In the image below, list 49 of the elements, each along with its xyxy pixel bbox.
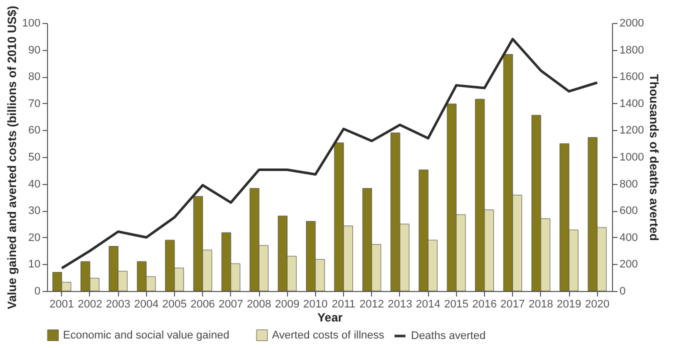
y-tick-label: 30 xyxy=(28,205,40,218)
x-tick-label: 2006 xyxy=(190,298,215,310)
x-tick-label: 2012 xyxy=(360,298,384,310)
y2-tick-label: 1800 xyxy=(620,44,644,56)
x-tick-label: 2019 xyxy=(556,298,582,310)
y-tick-label: 20 xyxy=(28,232,40,244)
y2-tick-label: 600 xyxy=(620,205,638,218)
x-tick-label: 2011 xyxy=(332,298,356,310)
x-tick-label: 2018 xyxy=(528,298,554,310)
x-tick-label: 2003 xyxy=(106,298,130,310)
y-axis-title: Value gained and averted costs (billions of 2010 US$) xyxy=(5,6,20,310)
y2-tick-label: 2000 xyxy=(620,18,644,30)
y2-axis-title: Thousands of deaths averted xyxy=(646,74,661,241)
y2-tick-label: 400 xyxy=(620,232,638,244)
y-tick-label: 70 xyxy=(28,98,40,110)
x-tick-label: 2014 xyxy=(416,298,440,310)
y-tick-label: 60 xyxy=(28,124,40,137)
y-tick-label: 40 xyxy=(28,178,40,190)
x-tick-label: 2005 xyxy=(162,298,187,310)
y-tick-label: 50 xyxy=(28,152,40,164)
y-tick-label: 100 xyxy=(22,18,40,30)
x-tick-label: 2001 xyxy=(50,298,74,310)
y-tick-label: 0 xyxy=(34,286,40,298)
y-tick-label: 90 xyxy=(28,44,40,56)
legend-label: Economic and social value gained xyxy=(63,329,230,342)
legend-label: Averted costs of illness xyxy=(272,329,385,342)
y-tick-label: 80 xyxy=(28,71,40,84)
y2-tick-label: 1400 xyxy=(620,98,644,110)
line-series xyxy=(60,38,598,270)
x-tick-label: 2016 xyxy=(472,298,497,310)
x-tick-label: 2008 xyxy=(246,298,272,310)
y2-tick-label: 1200 xyxy=(620,124,644,137)
x-tick-label: 2015 xyxy=(444,298,469,310)
legend-label: Deaths averted xyxy=(411,330,486,342)
x-axis-title: Year xyxy=(317,310,344,324)
x-tick-label: 2004 xyxy=(134,298,159,310)
x-tick-label: 2007 xyxy=(218,298,244,310)
y2-tick-label: 200 xyxy=(620,258,638,271)
y2-tick-label: 1600 xyxy=(620,71,644,84)
x-tick-label: 2020 xyxy=(584,298,610,310)
x-tick-label: 2002 xyxy=(78,298,102,310)
x-tick-label: 2009 xyxy=(274,298,300,310)
x-tick-label: 2013 xyxy=(388,298,412,310)
y2-tick-label: 1000 xyxy=(620,152,644,164)
y2-tick-label: 0 xyxy=(620,286,626,298)
x-tick-label: 2017 xyxy=(500,298,525,310)
x-tick-label: 2010 xyxy=(303,298,328,310)
y2-tick-label: 800 xyxy=(620,178,638,190)
y-tick-label: 10 xyxy=(28,258,40,271)
